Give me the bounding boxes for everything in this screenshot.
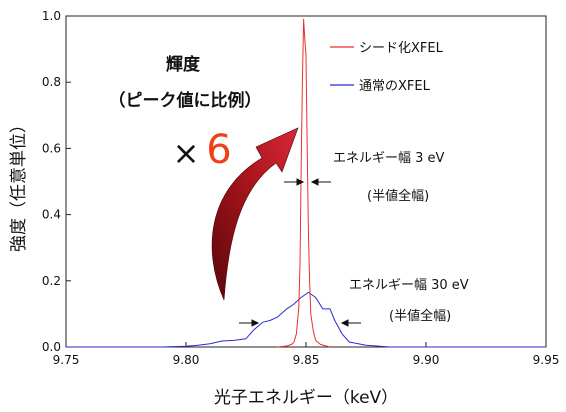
- y-tick-label: 0.8: [42, 75, 61, 89]
- y-tick-label: 0.4: [42, 208, 61, 222]
- y-tick-label: 0.0: [42, 340, 61, 354]
- x-tick-label: 9.90: [413, 353, 440, 367]
- width-seeded-sublabel: (半値全幅): [367, 188, 429, 204]
- series-layer: [66, 18, 546, 348]
- fwhm-arrows-seeded: [284, 178, 331, 186]
- fwhm-arrows-sase: [239, 319, 361, 327]
- legend: シード化XFEL 通常のXFEL: [330, 41, 444, 94]
- series-line-sase: [66, 291, 546, 348]
- x-axis-title: 光子エネルギー（keV）: [214, 388, 398, 408]
- brightness-sublabel: （ピーク値に比例）: [109, 90, 262, 111]
- increase-arrow: [211, 127, 299, 301]
- y-tick-label: 0.6: [42, 141, 61, 155]
- x-tick-label: 9.80: [173, 353, 200, 367]
- legend-label-sase: 通常のXFEL: [359, 79, 431, 94]
- brightness-label: 輝度: [166, 54, 201, 75]
- times-sign: ×: [173, 134, 200, 172]
- width-seeded-label: エネルギー幅 3 eV: [333, 151, 445, 166]
- series-line-seeded: [277, 18, 331, 348]
- x-tick-label: 9.75: [53, 353, 80, 367]
- legend-label-seeded: シード化XFEL: [359, 41, 444, 56]
- x-tick-label: 9.85: [293, 353, 320, 367]
- axis-ticks: 9.75 9.80 9.85 9.90 9.95 0.0 0.2 0.4 0.6 0.8 1.0: [42, 9, 559, 367]
- y-tick-label: 0.2: [42, 274, 61, 288]
- width-sase-label: エネルギー幅 30 eV: [349, 278, 469, 293]
- factor-value: 6: [206, 127, 231, 173]
- x-tick-label: 9.95: [533, 353, 560, 367]
- y-axis-title: 強度（任意単位）: [9, 116, 29, 252]
- width-sase-sublabel: (半値全幅): [389, 308, 451, 324]
- y-tick-label: 1.0: [42, 9, 61, 23]
